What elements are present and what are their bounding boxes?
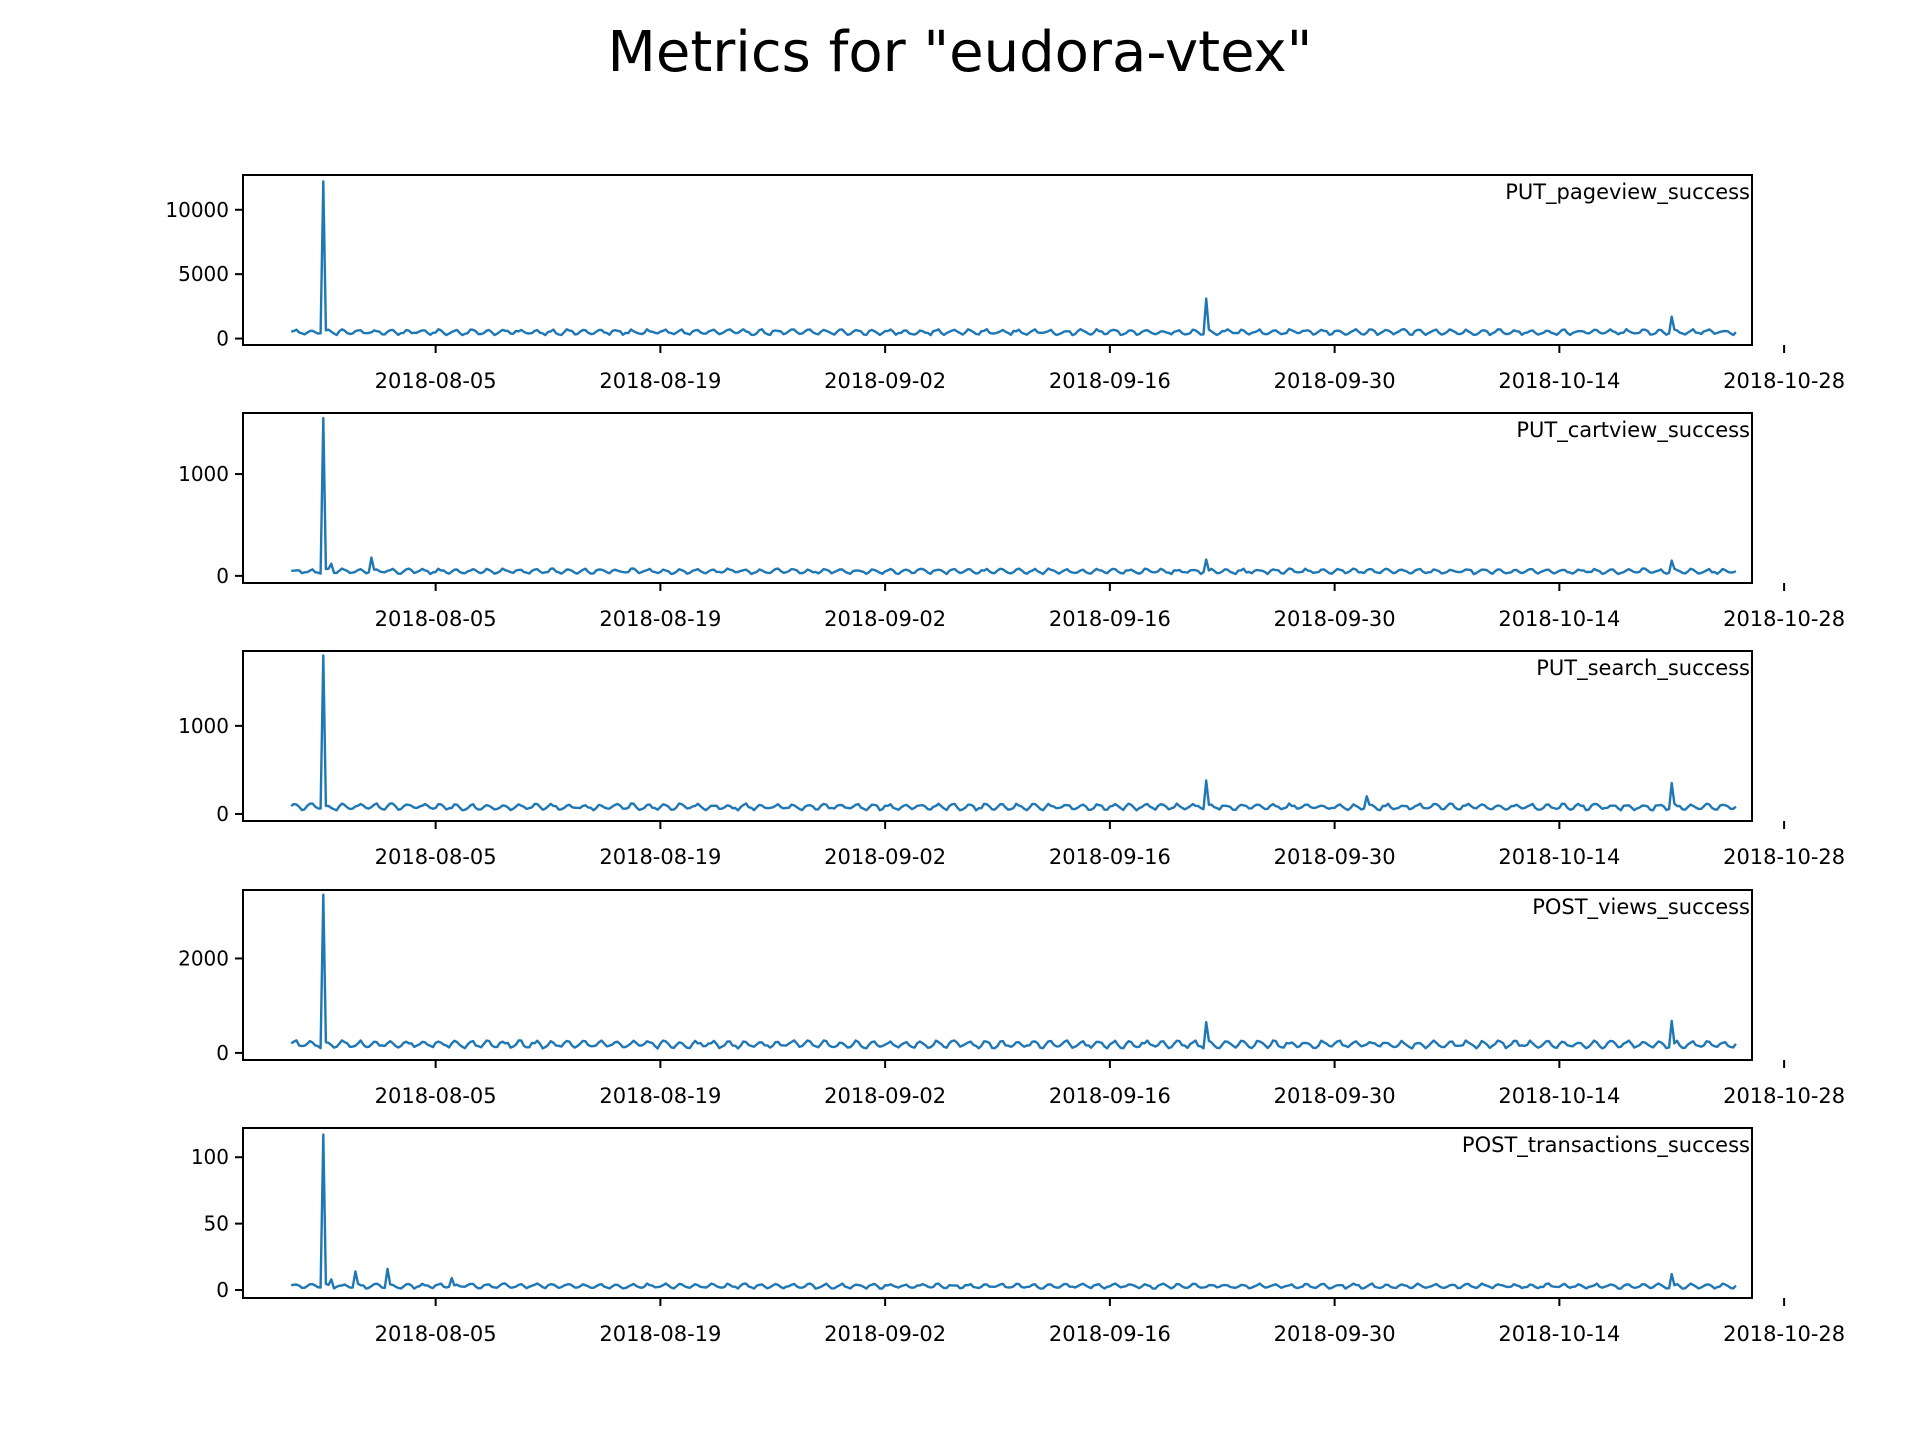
y-tick-label: 100 xyxy=(191,1145,229,1169)
x-tick-label: 2018-10-14 xyxy=(1498,845,1620,869)
plot-frame xyxy=(242,174,1753,346)
x-tick-label: 2018-09-02 xyxy=(824,1084,946,1108)
x-tick-label: 2018-09-30 xyxy=(1274,1084,1396,1108)
x-tick-label: 2018-10-28 xyxy=(1723,369,1845,393)
y-tick-label: 2000 xyxy=(178,946,229,970)
x-tick-label: 2018-08-19 xyxy=(599,1322,721,1346)
x-tick-label: 2018-09-02 xyxy=(824,845,946,869)
x-tick-label: 2018-10-28 xyxy=(1723,1322,1845,1346)
x-tick-label: 2018-10-14 xyxy=(1498,1084,1620,1108)
x-tick-label: 2018-10-28 xyxy=(1723,1084,1845,1108)
x-tick-label: 2018-09-02 xyxy=(824,369,946,393)
y-tick-label: 5000 xyxy=(178,262,229,286)
x-tick-label: 2018-09-02 xyxy=(824,607,946,631)
series-label: PUT_pageview_success xyxy=(1505,180,1750,205)
series-line-PUT_cartview_success xyxy=(291,416,1737,576)
x-tick-label: 2018-08-05 xyxy=(375,1084,497,1108)
series-line-POST_transactions_success xyxy=(290,1133,1737,1290)
x-tick-label: 2018-09-30 xyxy=(1274,1322,1396,1346)
series-label: PUT_search_success xyxy=(1536,656,1750,681)
x-tick-label: 2018-09-16 xyxy=(1049,845,1171,869)
subplot-2: 0 1000 2018-08-05 2018-08-19 2018-09-02 2018-… xyxy=(178,412,1845,631)
series-line-PUT_search_success xyxy=(290,654,1737,812)
x-tick-label: 2018-08-05 xyxy=(375,369,497,393)
series-label: POST_views_success xyxy=(1532,895,1750,920)
y-tick-label: 1000 xyxy=(178,462,229,486)
x-tick-label: 2018-09-16 xyxy=(1049,1084,1171,1108)
x-tick-label: 2018-10-28 xyxy=(1723,607,1845,631)
x-tick-label: 2018-09-16 xyxy=(1049,369,1171,393)
plot-frame xyxy=(242,1127,1753,1299)
y-tick-label: 0 xyxy=(216,564,229,588)
y-tick-label: 0 xyxy=(216,1041,229,1065)
plot-frame xyxy=(242,650,1753,822)
x-tick-label: 2018-10-14 xyxy=(1498,607,1620,631)
subplot-4: 0 2000 2018-08-05 2018-08-19 2018-09-02 2018-… xyxy=(178,889,1845,1108)
y-tick-label: 1000 xyxy=(178,714,229,738)
x-tick-label: 2018-08-05 xyxy=(375,845,497,869)
y-tick-label: 50 xyxy=(204,1212,229,1236)
plot-frame xyxy=(242,889,1753,1061)
x-tick-label: 2018-09-16 xyxy=(1049,607,1171,631)
y-tick-label: 0 xyxy=(216,802,229,826)
x-tick-label: 2018-08-05 xyxy=(375,1322,497,1346)
subplot-3: 0 1000 2018-08-05 2018-08-19 2018-09-02 2018-… xyxy=(178,650,1845,869)
y-tick-label: 0 xyxy=(216,327,229,351)
figure-title: Metrics for "eudora-vtex" xyxy=(607,20,1313,85)
x-tick-label: 2018-08-19 xyxy=(599,845,721,869)
x-tick-label: 2018-09-16 xyxy=(1049,1322,1171,1346)
series-line-PUT_pageview_success xyxy=(290,180,1737,337)
subplot-1: 0 5000 10000 2018-08-05 2018-08-19 2018-09-02… xyxy=(165,174,1845,393)
y-tick-label: 10000 xyxy=(165,198,229,222)
x-tick-label: 2018-08-19 xyxy=(599,607,721,631)
x-tick-label: 2018-08-05 xyxy=(375,607,497,631)
series-line-POST_views_success xyxy=(290,893,1737,1050)
y-tick-label: 0 xyxy=(216,1278,229,1302)
x-tick-label: 2018-09-30 xyxy=(1274,369,1396,393)
series-label: PUT_cartview_success xyxy=(1516,418,1750,443)
x-tick-label: 2018-10-28 xyxy=(1723,845,1845,869)
series-label: POST_transactions_success xyxy=(1462,1133,1750,1158)
x-tick-label: 2018-08-19 xyxy=(599,1084,721,1108)
x-tick-label: 2018-10-14 xyxy=(1498,369,1620,393)
x-tick-label: 2018-09-02 xyxy=(824,1322,946,1346)
x-tick-label: 2018-09-30 xyxy=(1274,845,1396,869)
x-tick-label: 2018-09-30 xyxy=(1274,607,1396,631)
subplot-5: 0 50 100 2018-08-05 2018-08-19 2018-09-02 2018… xyxy=(191,1127,1845,1346)
plot-frame xyxy=(242,412,1753,584)
x-tick-label: 2018-08-19 xyxy=(599,369,721,393)
x-tick-label: 2018-10-14 xyxy=(1498,1322,1620,1346)
